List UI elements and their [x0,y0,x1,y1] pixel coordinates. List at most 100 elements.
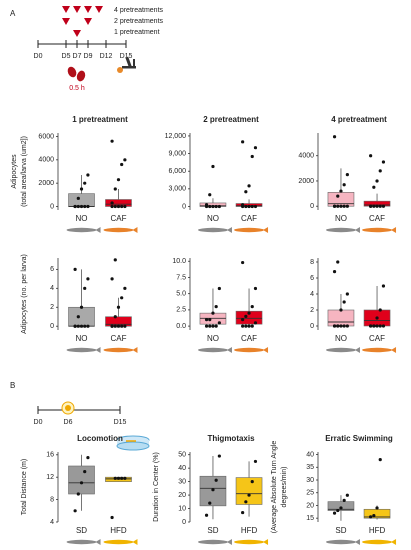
data-point [211,204,215,209]
data-point [217,286,221,291]
x-tick-label: NO [76,214,88,223]
day-label: D9 [84,53,93,60]
y-axis-label: Duration in Center (%) [153,452,160,522]
duration-label: 0.5 h [69,85,85,92]
fish-icon [354,539,360,545]
y-tick-label: 10.0 [172,258,186,265]
data-point [375,324,379,328]
day-label: D15 [120,53,133,60]
data-point [241,510,245,515]
data-point [339,308,343,312]
data-point [253,459,258,464]
y-tick-label: 0 [310,203,314,210]
data-point [211,311,215,315]
fish-icon [226,227,232,233]
day-label: D0 [34,53,43,60]
data-point [369,324,373,328]
data-point [381,160,386,164]
y-tick-label: 30 [178,478,186,485]
data-point [336,260,340,264]
data-point [217,204,221,209]
data-point [204,318,209,322]
x-tick-label: NO [335,334,347,343]
data-point [208,193,212,197]
data-point [342,300,346,304]
caffeine-icon [67,66,86,82]
data-point [217,454,221,458]
fish-icon [325,227,356,233]
data-point [336,508,340,513]
data-point [113,476,117,480]
data-point [241,318,245,322]
data-point [123,158,127,162]
data-point [253,286,258,291]
y-tick-label: 5.0 [176,291,186,298]
data-point [375,316,379,320]
fish-icon [234,347,265,353]
fish-icon [325,347,356,353]
data-point [110,139,114,143]
y-tick-label: 50 [178,452,186,459]
data-point [332,135,337,139]
data-point [83,324,87,328]
fish-icon [103,539,134,545]
y-tick-label: 0 [310,323,314,330]
data-point [247,204,251,209]
data-point [214,478,218,482]
data-point [79,204,84,209]
y-axis-label: (total area/larva (um2]) [21,136,28,207]
data-point [116,324,121,328]
data-point [345,493,349,497]
y-tick-label: 3,000 [168,186,186,193]
data-point [83,204,87,209]
data-point [378,458,382,462]
x-tick-label: HFD [369,526,386,535]
y-tick-label: 2 [50,304,54,311]
data-point [76,204,80,209]
day-label: D12 [100,53,113,60]
x-tick-label: CAF [369,334,385,343]
y-tick-label: 9,000 [168,150,186,157]
timeline [37,406,121,414]
y-axis-label: Adipocytes (no. per larva) [21,254,28,334]
data-point [339,204,343,208]
data-point [244,324,248,328]
data-point [123,286,127,290]
y-tick-label: 40 [306,451,314,458]
chart-title: Thigmotaxis [207,434,255,443]
data-point [110,515,114,520]
box [327,309,355,327]
data-point [339,189,343,193]
fish-icon [234,227,265,233]
fish-icon [103,347,134,353]
data-point [378,204,382,208]
fish-icon [263,227,269,233]
data-point [86,324,90,328]
data-point [342,183,346,187]
fish-icon [197,539,228,545]
fish-icon [354,227,360,233]
fish-icon [66,227,97,233]
day-label: D5 [62,53,71,60]
x-tick-label: NO [207,334,219,343]
fish-icon [354,347,360,353]
legend-text: 1 pretreatment [114,29,160,36]
data-point [241,140,245,144]
data-point [381,324,386,328]
y-tick-label: 25 [306,490,314,497]
data-point [336,194,340,198]
data-point [332,270,337,274]
data-point [208,204,212,209]
data-point [113,187,117,191]
data-point [336,204,340,208]
data-point [247,324,251,328]
fish-icon [362,347,393,353]
data-point [214,204,218,209]
data-point [372,514,376,518]
y-tick-label: 6 [310,275,314,282]
data-point [244,204,248,209]
fish-icon [234,539,265,545]
data-point [342,324,346,328]
data-point [250,204,254,209]
fish-icon [226,539,232,545]
